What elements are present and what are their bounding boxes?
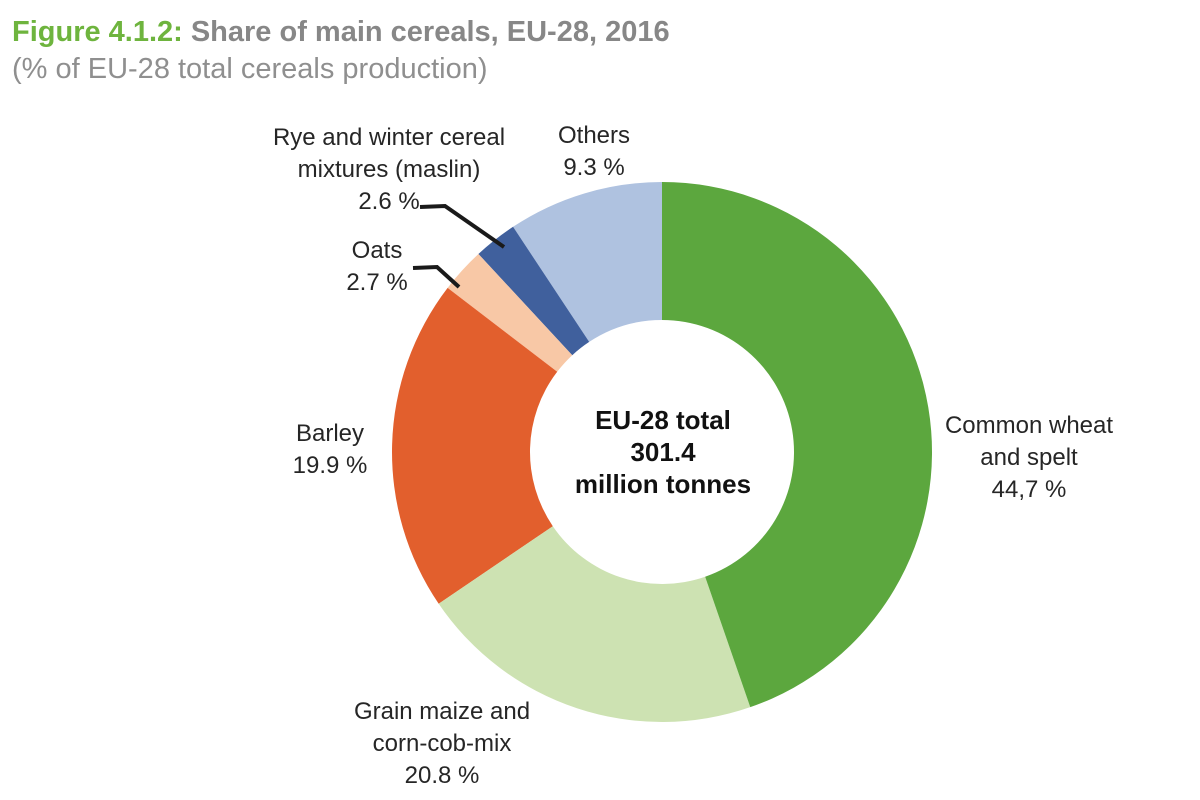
figure-title-text: Share of main cereals, EU-28, 2016 (190, 16, 670, 48)
label-rye-line1: Rye and winter cereal (272, 124, 506, 151)
label-maize: Grain maize and corn-cob-mix 20.8 % (354, 696, 530, 792)
label-oats-line1: Oats (351, 237, 403, 264)
center-label-line1: EU-28 total (595, 405, 731, 435)
oats-leader-line (412, 264, 461, 289)
label-wheat-line1: Common wheat (944, 412, 1114, 439)
donut-slice-rye (478, 226, 590, 356)
label-oats-value: 2.7 % (346, 269, 408, 296)
center-label-line3: million tonnes (574, 469, 752, 499)
label-barley-line1: Barley (295, 420, 365, 447)
donut-center-label: EU-28 total 301.4 million tonnes (575, 404, 751, 500)
label-wheat: Common wheat and spelt 44,7 % (945, 410, 1113, 506)
donut-slice-oats (447, 254, 573, 372)
donut-slice-barley (392, 287, 558, 604)
label-barley: Barley 19.9 % (293, 418, 368, 482)
figure-number: Figure 4.1.2: (12, 16, 183, 48)
label-maize-line2: corn-cob-mix (372, 730, 512, 757)
label-others: Others 9.3 % (558, 120, 630, 184)
label-maize-value: 20.8 % (404, 762, 480, 789)
label-maize-line1: Grain maize and (353, 698, 531, 725)
center-label-line2: 301.4 (630, 437, 696, 467)
label-wheat-line2: and spelt (980, 444, 1078, 471)
label-rye-value: 2.6 % (358, 188, 420, 215)
label-rye: Rye and winter cereal mixtures (maslin) … (273, 122, 505, 218)
donut-slice-others (513, 182, 662, 342)
donut-slice-common-wheat (662, 182, 933, 708)
label-others-line1: Others (557, 122, 631, 149)
figure-subtitle: (% of EU-28 total cereals production) (12, 53, 488, 85)
label-wheat-value: 44,7 % (991, 476, 1067, 503)
label-oats: Oats 2.7 % (346, 235, 407, 299)
donut-slice-grain-maize (438, 526, 751, 723)
label-rye-line2: mixtures (maslin) (297, 156, 481, 183)
label-others-value: 9.3 % (563, 154, 625, 181)
figure-title: Figure 4.1.2: Share of main cereals, EU-2… (12, 14, 1112, 51)
rye-leader-line (419, 203, 506, 249)
label-barley-value: 19.9 % (292, 452, 368, 479)
figure-header: Figure 4.1.2: Share of main cereals, EU-2… (12, 14, 1112, 87)
